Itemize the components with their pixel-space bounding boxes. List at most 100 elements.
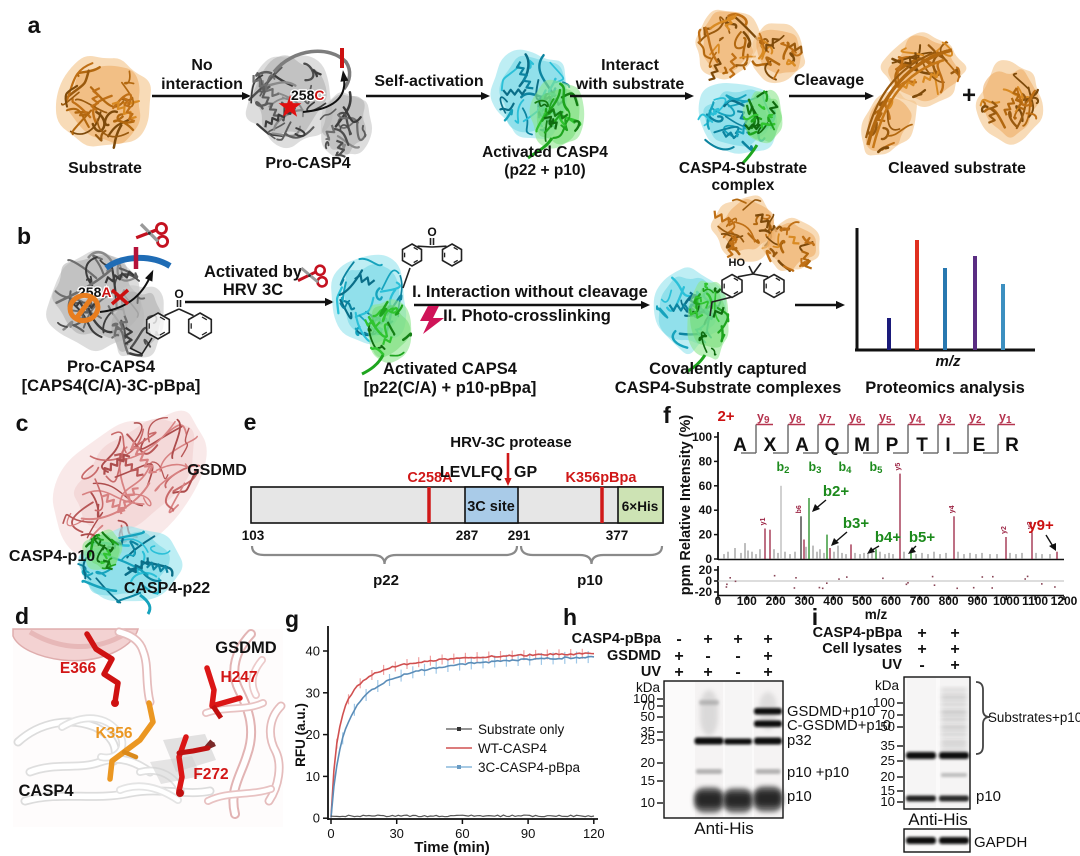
svg-text:70: 70 xyxy=(640,698,655,713)
svg-text:0: 0 xyxy=(705,574,712,588)
svg-text:0: 0 xyxy=(705,552,712,566)
svg-text:A: A xyxy=(733,435,747,456)
svg-text:20: 20 xyxy=(880,769,895,784)
svg-text:Q: Q xyxy=(825,435,840,456)
svg-text:0: 0 xyxy=(715,594,722,608)
svg-text:30: 30 xyxy=(306,685,320,700)
svg-text:i: i xyxy=(812,604,818,630)
svg-text:c: c xyxy=(16,410,29,436)
svg-text:b2+: b2+ xyxy=(823,483,850,500)
svg-text:-: - xyxy=(676,631,681,648)
svg-text:60: 60 xyxy=(455,826,469,841)
svg-text:GAPDH: GAPDH xyxy=(974,834,1027,851)
svg-text:UV: UV xyxy=(882,657,902,673)
svg-text:Cleaved substrate: Cleaved substrate xyxy=(888,160,1026,177)
svg-text:g: g xyxy=(285,606,299,632)
svg-text:10: 10 xyxy=(880,794,895,809)
svg-text:35: 35 xyxy=(640,724,655,739)
svg-text:y5: y5 xyxy=(895,463,902,471)
svg-text:GP: GP xyxy=(514,464,537,481)
svg-text:120: 120 xyxy=(583,826,605,841)
svg-text:y2: y2 xyxy=(1001,526,1008,534)
svg-text:X: X xyxy=(764,435,777,456)
svg-text:+: + xyxy=(950,625,959,642)
svg-text:40: 40 xyxy=(699,503,713,517)
svg-text:No: No xyxy=(191,57,213,74)
svg-text:[p22(C/A) + p10-pBpa]: [p22(C/A) + p10-pBpa] xyxy=(364,379,537,397)
svg-text:500: 500 xyxy=(852,594,872,608)
svg-text:F272: F272 xyxy=(193,766,228,783)
svg-text:800: 800 xyxy=(939,594,959,608)
svg-text:b3+: b3+ xyxy=(843,515,870,532)
svg-text:CASP4-pBpa: CASP4-pBpa xyxy=(572,631,662,647)
svg-text:Anti-His: Anti-His xyxy=(694,819,754,838)
svg-text:90: 90 xyxy=(521,826,535,841)
svg-text:y3: y3 xyxy=(1027,521,1034,529)
svg-text:R: R xyxy=(1005,435,1019,456)
svg-text:+: + xyxy=(733,631,742,648)
svg-text:CASP4-Substrate complexes: CASP4-Substrate complexes xyxy=(615,379,842,397)
svg-text:T: T xyxy=(916,435,928,456)
svg-text:Pro-CASP4: Pro-CASP4 xyxy=(265,155,350,172)
svg-text:C258A: C258A xyxy=(407,470,453,486)
svg-text:+: + xyxy=(763,648,772,665)
svg-text:+: + xyxy=(763,664,772,681)
svg-text:300: 300 xyxy=(794,594,814,608)
svg-text:2+: 2+ xyxy=(717,408,734,425)
svg-text:1000: 1000 xyxy=(993,594,1020,608)
svg-text:p32: p32 xyxy=(787,733,812,749)
svg-text:-: - xyxy=(735,648,740,665)
svg-text:100: 100 xyxy=(737,594,757,608)
svg-text:m/z: m/z xyxy=(935,353,961,370)
svg-text:70: 70 xyxy=(880,707,895,722)
svg-text:CASP4-pBpa: CASP4-pBpa xyxy=(813,625,903,641)
svg-text:WT-CASP4: WT-CASP4 xyxy=(478,741,548,756)
svg-text:e: e xyxy=(244,409,257,435)
svg-text:-20: -20 xyxy=(695,585,713,599)
svg-text:Cleavage: Cleavage xyxy=(794,72,864,89)
svg-text:Anti-His: Anti-His xyxy=(908,810,968,829)
svg-text:Substrates+p10: Substrates+p10 xyxy=(988,710,1080,725)
svg-text:GSDMD: GSDMD xyxy=(187,462,247,479)
svg-text:HRV 3C: HRV 3C xyxy=(223,281,283,299)
svg-text:Pro-CAPS4: Pro-CAPS4 xyxy=(67,358,156,376)
svg-text:+: + xyxy=(950,641,959,658)
svg-text:20: 20 xyxy=(699,563,713,577)
svg-text:+: + xyxy=(917,625,926,642)
svg-text:(p22 + p10): (p22 + p10) xyxy=(504,162,585,179)
svg-text:100: 100 xyxy=(692,430,712,444)
svg-text:400: 400 xyxy=(823,594,843,608)
svg-text:291: 291 xyxy=(508,528,531,543)
svg-text:3C site: 3C site xyxy=(467,499,515,515)
svg-text:Cell lysates: Cell lysates xyxy=(822,641,902,657)
svg-text:E366: E366 xyxy=(60,660,97,677)
svg-text:-: - xyxy=(705,648,710,665)
svg-text:Substrate only: Substrate only xyxy=(478,722,565,737)
svg-text:+: + xyxy=(950,657,959,674)
svg-text:O: O xyxy=(427,225,436,239)
svg-text:0: 0 xyxy=(313,811,320,826)
svg-text:60: 60 xyxy=(699,479,713,493)
svg-text:100: 100 xyxy=(873,695,895,710)
svg-text:Substrate: Substrate xyxy=(68,160,142,177)
svg-text:b6: b6 xyxy=(796,505,803,513)
svg-text:p10 +p10: p10 +p10 xyxy=(787,765,849,781)
svg-text:20: 20 xyxy=(306,727,320,742)
svg-text:K356pBpa: K356pBpa xyxy=(566,470,638,486)
svg-text:1200: 1200 xyxy=(1051,594,1078,608)
svg-text:y9+: y9+ xyxy=(1028,517,1054,534)
svg-text:377: 377 xyxy=(606,528,629,543)
svg-text:600: 600 xyxy=(881,594,901,608)
svg-text:LEVLFQ: LEVLFQ xyxy=(440,464,503,481)
svg-text:35: 35 xyxy=(880,738,895,753)
svg-text:700: 700 xyxy=(910,594,930,608)
svg-text:RFU (a.u.): RFU (a.u.) xyxy=(293,703,308,767)
svg-text:a: a xyxy=(28,12,41,38)
svg-text:Covalently captured: Covalently captured xyxy=(649,360,807,378)
svg-text:100: 100 xyxy=(633,691,655,706)
svg-text:+: + xyxy=(962,82,976,109)
svg-text:GSDMD: GSDMD xyxy=(215,639,277,657)
svg-text:d: d xyxy=(15,603,29,629)
svg-text:200: 200 xyxy=(766,594,786,608)
svg-text:103: 103 xyxy=(242,528,265,543)
